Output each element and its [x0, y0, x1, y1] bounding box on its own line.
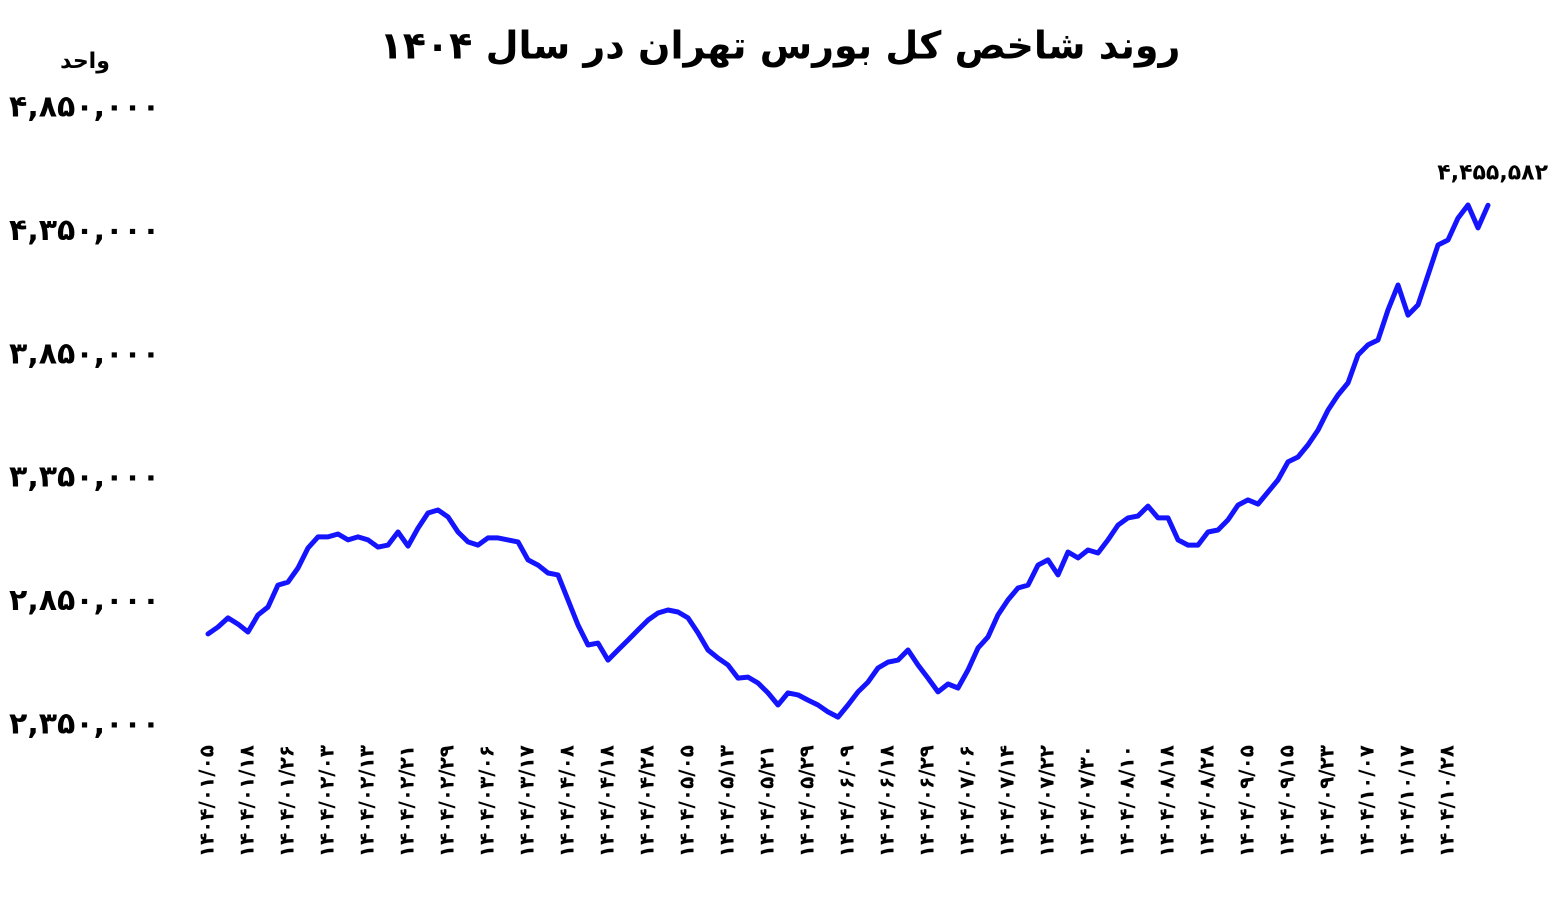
x-tick-label: ۱۴۰۴/۰۷/۳۰ — [1075, 745, 1099, 857]
x-tick-label: ۱۴۰۴/۰۵/۲۱ — [755, 745, 779, 857]
x-tick-label: ۱۴۰۴/۰۷/۲۲ — [1035, 745, 1059, 857]
x-tick-label: ۱۴۰۴/۰۸/۲۸ — [1195, 745, 1219, 857]
x-tick-label: ۱۴۰۴/۱۰/۰۷ — [1355, 745, 1379, 857]
index-line — [205, 202, 1491, 720]
x-tick-label: ۱۴۰۴/۰۹/۲۳ — [1315, 745, 1339, 857]
x-tick-label: ۱۴۰۴/۰۵/۲۹ — [795, 745, 819, 857]
x-tick-label: ۱۴۰۴/۰۶/۰۹ — [835, 745, 859, 857]
x-tick-label: ۱۴۰۴/۰۳/۰۶ — [475, 745, 499, 857]
chart-title: روند شاخص کل بورس تهران در سال ۱۴۰۴ — [380, 24, 1181, 69]
y-tick-label: ۴,۳۵۰,۰۰۰ — [9, 213, 160, 248]
x-tick-label: ۱۴۰۴/۰۴/۰۸ — [555, 745, 579, 857]
x-tick-label: ۱۴۰۴/۰۷/۱۴ — [995, 745, 1019, 857]
x-tick-label: ۱۴۰۴/۰۶/۱۸ — [875, 745, 899, 857]
x-tick-label: ۱۴۰۴/۰۲/۲۱ — [395, 745, 419, 857]
x-tick-label: ۱۴۰۴/۰۱/۰۵ — [195, 745, 219, 857]
y-axis-label: واحد — [60, 49, 110, 74]
x-tick-label: ۱۴۰۴/۰۸/۱۸ — [1155, 745, 1179, 857]
x-tick-label: ۱۴۰۴/۰۲/۱۳ — [355, 745, 379, 857]
y-tick-label: ۳,۳۵۰,۰۰۰ — [9, 460, 160, 495]
x-tick-label: ۱۴۰۴/۱۰/۱۷ — [1395, 745, 1419, 857]
x-tick-label: ۱۴۰۴/۰۸/۱۰ — [1115, 745, 1139, 857]
x-tick-label: ۱۴۰۴/۰۲/۲۹ — [435, 745, 459, 857]
x-tick-label: ۱۴۰۴/۰۹/۰۵ — [1235, 745, 1259, 857]
x-tick-label: ۱۴۰۴/۰۹/۱۵ — [1275, 745, 1299, 857]
y-tick-label: ۳,۸۵۰,۰۰۰ — [9, 336, 160, 371]
x-tick-label: ۱۴۰۴/۰۱/۱۸ — [235, 745, 259, 857]
last-value-label: ۴,۴۵۵,۵۸۲ — [1437, 160, 1548, 185]
x-tick-label: ۱۴۰۴/۰۲/۰۳ — [315, 745, 339, 857]
x-tick-label: ۱۴۰۴/۰۵/۱۳ — [715, 745, 739, 857]
x-tick-label: ۱۴۰۴/۰۷/۰۶ — [955, 745, 979, 857]
x-tick-label: ۱۴۰۴/۰۴/۲۸ — [635, 745, 659, 857]
x-tick-label: ۱۴۰۴/۰۴/۱۸ — [595, 745, 619, 857]
x-tick-label: ۱۴۰۴/۱۰/۲۸ — [1435, 745, 1459, 857]
y-tick-label: ۲,۳۵۰,۰۰۰ — [9, 707, 160, 742]
y-tick-label: ۲,۸۵۰,۰۰۰ — [9, 583, 160, 618]
x-tick-label: ۱۴۰۴/۰۵/۰۵ — [675, 745, 699, 857]
x-tick-label: ۱۴۰۴/۰۶/۲۹ — [915, 745, 939, 857]
x-tick-label: ۱۴۰۴/۰۳/۱۷ — [515, 745, 539, 857]
y-tick-label: ۴,۸۵۰,۰۰۰ — [9, 90, 160, 125]
x-tick-label: ۱۴۰۴/۰۱/۲۶ — [275, 745, 299, 857]
